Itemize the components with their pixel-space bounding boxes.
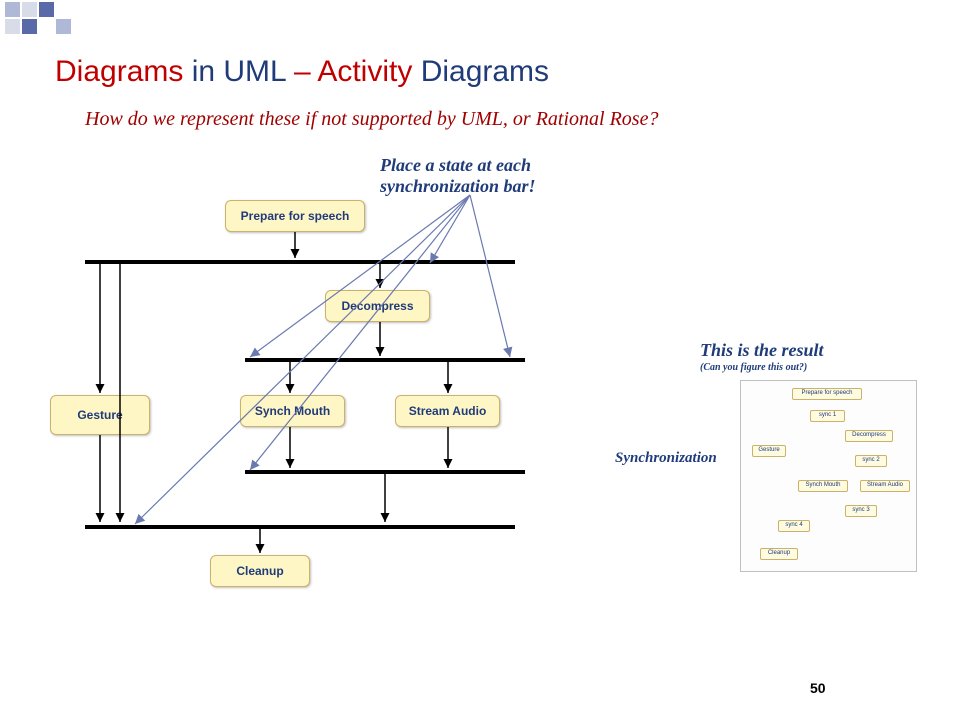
activity-node-streamaudio: Stream Audio bbox=[395, 395, 500, 427]
activity-node-decompress: Decompress bbox=[325, 290, 430, 322]
annotation-sync-label: Synchronization bbox=[615, 450, 717, 467]
decor-square bbox=[5, 19, 20, 34]
mini-node: sync 2 bbox=[855, 455, 887, 467]
mini-node: Prepare for speech bbox=[792, 388, 862, 400]
mini-node: Gesture bbox=[752, 445, 786, 457]
annotation-result-sub: (Can you figure this out?) bbox=[700, 362, 807, 373]
slide-subtitle: How do we represent these if not support… bbox=[85, 108, 658, 131]
mini-node: Decompress bbox=[845, 430, 893, 442]
mini-node: Cleanup bbox=[760, 548, 798, 560]
mini-node: sync 3 bbox=[845, 505, 877, 517]
annotation-result-title: This is the result bbox=[700, 340, 824, 361]
mini-frame bbox=[740, 380, 917, 572]
activity-node-prepare: Prepare for speech bbox=[225, 200, 365, 232]
sync-bar-bar4 bbox=[85, 525, 515, 529]
annotation-place-state: Place a state at each synchronization ba… bbox=[380, 155, 536, 197]
corner-decoration bbox=[0, 0, 120, 50]
sync-bar-bar2 bbox=[245, 358, 525, 362]
sync-bar-bar1 bbox=[85, 260, 515, 264]
slide-title: Diagrams in UML – Activity Diagrams bbox=[55, 55, 549, 89]
decor-square bbox=[56, 19, 71, 34]
activity-node-cleanup: Cleanup bbox=[210, 555, 310, 587]
activity-node-synchmouth: Synch Mouth bbox=[240, 395, 345, 427]
decor-square bbox=[5, 2, 20, 17]
page-number: 50 bbox=[810, 680, 826, 696]
decor-square bbox=[39, 2, 54, 17]
mini-node: Synch Mouth bbox=[798, 480, 848, 492]
decor-square bbox=[22, 19, 37, 34]
decor-square bbox=[22, 2, 37, 17]
sync-bar-bar3 bbox=[245, 470, 525, 474]
mini-node: sync 1 bbox=[810, 410, 845, 422]
mini-node: Stream Audio bbox=[860, 480, 910, 492]
activity-node-gesture: Gesture bbox=[50, 395, 150, 435]
mini-node: sync 4 bbox=[778, 520, 810, 532]
